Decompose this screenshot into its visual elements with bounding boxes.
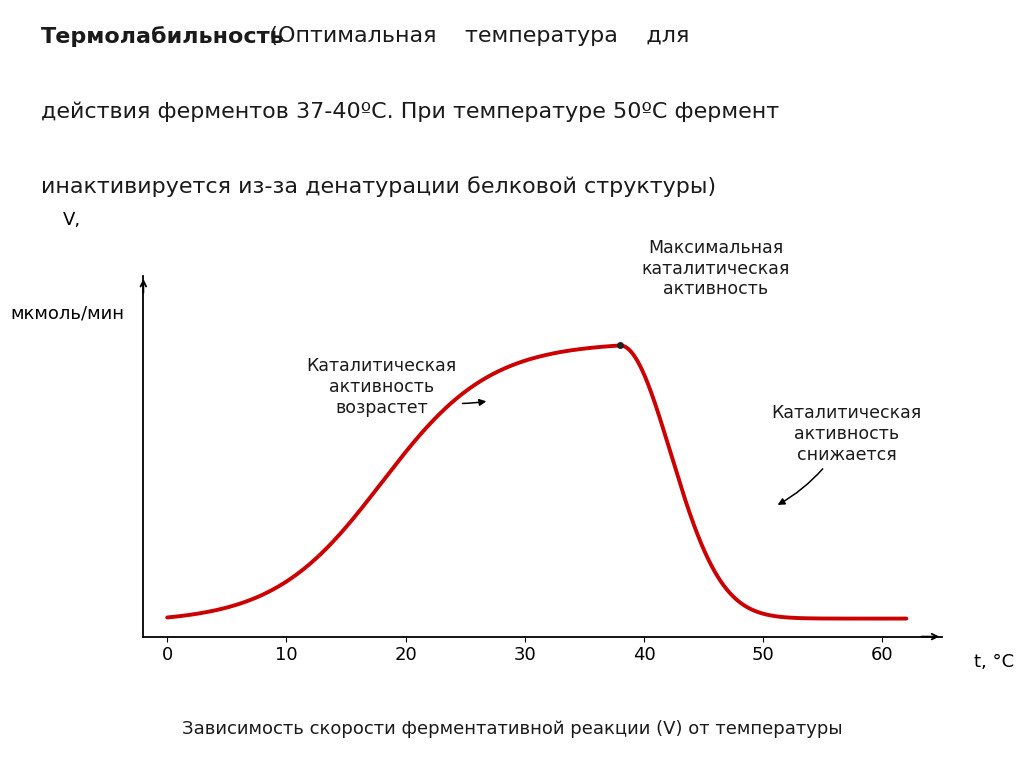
Text: (Оптимальная    температура    для: (Оптимальная температура для (248, 26, 689, 46)
Text: Зависимость скорости ферментативной реакции (V) от температуры: Зависимость скорости ферментативной реак… (181, 719, 843, 738)
Text: Каталитическая
активность
возрастет: Каталитическая активность возрастет (306, 357, 484, 416)
Text: действия ферментов 37-40ºC. При температуре 50ºC фермент: действия ферментов 37-40ºC. При температ… (41, 101, 779, 122)
Text: мкмоль/мин: мкмоль/мин (10, 305, 125, 323)
Text: инактивируется из-за денатурации белковой структуры): инактивируется из-за денатурации белково… (41, 176, 716, 197)
Text: t, °C: t, °C (974, 653, 1014, 671)
Text: Каталитическая
активность
снижается: Каталитическая активность снижается (772, 404, 922, 504)
Text: Максимальная
каталитическая
активность: Максимальная каталитическая активность (641, 239, 790, 298)
Text: Термолабильность: Термолабильность (41, 26, 285, 47)
Text: V,: V, (62, 211, 81, 229)
